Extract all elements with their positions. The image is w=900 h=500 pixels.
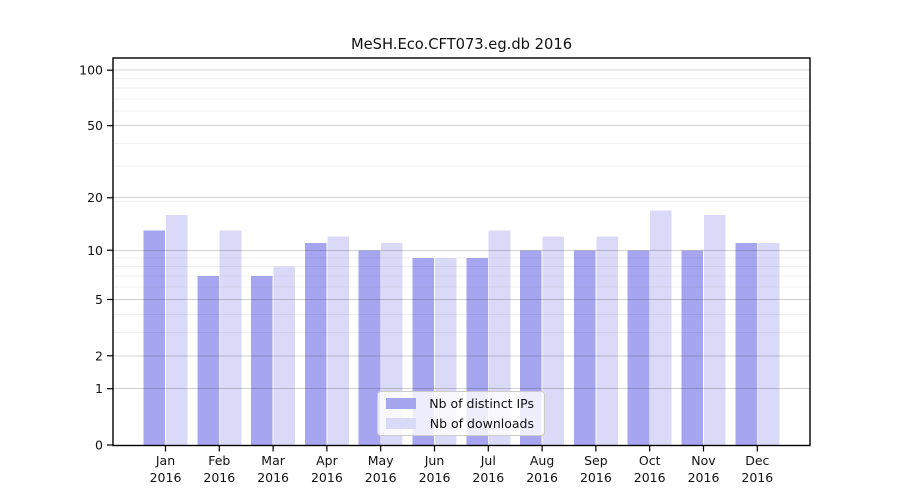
x-tick-label: Aug 2016 xyxy=(526,453,558,485)
legend-swatch-downloads-icon xyxy=(386,418,416,429)
legend-label-downloads: Nb of downloads xyxy=(429,416,534,431)
legend-item-downloads: Nb of downloads xyxy=(386,416,534,431)
x-tick-label: Mar 2016 xyxy=(257,453,289,485)
bar-ips-may xyxy=(358,250,381,445)
chart-title: MeSH.Eco.CFT073.eg.db 2016 xyxy=(350,36,573,53)
x-tick-label: Jan 2016 xyxy=(150,453,182,485)
bar-ips-nov xyxy=(681,250,704,445)
bar-downloads-apr xyxy=(327,236,349,445)
bar-ips-dec xyxy=(735,243,757,445)
y-tick-label: 20 xyxy=(87,190,103,205)
bar-downloads-dec xyxy=(757,243,780,445)
bar-downloads-feb xyxy=(219,230,242,445)
x-tick-label: Apr 2016 xyxy=(311,453,343,485)
x-tick-label: Dec 2016 xyxy=(741,453,773,485)
plot-border xyxy=(112,57,811,447)
x-tick-label: May 2016 xyxy=(365,453,397,485)
legend-label-ips: Nb of distinct IPs xyxy=(429,396,534,411)
legend: Nb of distinct IPs Nb of downloads xyxy=(377,391,545,436)
x-tick-label: Feb 2016 xyxy=(203,453,235,485)
legend-swatch-ips-icon xyxy=(386,398,416,409)
bar-ips-oct xyxy=(627,250,650,445)
y-tick-label: 10 xyxy=(87,243,103,258)
bar-downloads-aug xyxy=(542,236,565,445)
bar-ips-jan xyxy=(143,230,166,445)
x-tick-label: Nov 2016 xyxy=(688,453,720,485)
bar-downloads-oct xyxy=(650,210,672,445)
bar-downloads-jan xyxy=(165,214,188,445)
x-tick-label: Jun 2016 xyxy=(419,453,451,485)
bar-downloads-mar xyxy=(273,266,296,445)
x-tick-label: Oct 2016 xyxy=(634,453,666,485)
bar-ips-feb xyxy=(197,276,219,445)
y-tick-label: 0 xyxy=(95,438,103,453)
y-tick-label: 5 xyxy=(95,292,103,307)
y-tick-label: 2 xyxy=(95,348,103,363)
y-tick-label: 50 xyxy=(87,118,103,133)
x-tick-label: Jul 2016 xyxy=(472,453,504,485)
y-tick-label: 100 xyxy=(79,63,103,78)
y-tick-label: 1 xyxy=(95,381,103,396)
x-tick-label: Sep 2016 xyxy=(580,453,612,485)
bar-ips-apr xyxy=(304,243,327,445)
bar-downloads-nov xyxy=(703,214,726,445)
bar-downloads-sep xyxy=(596,236,618,445)
bar-ips-mar xyxy=(251,276,273,445)
legend-item-distinct-ips: Nb of distinct IPs xyxy=(386,396,534,411)
bar-ips-sep xyxy=(573,250,596,445)
